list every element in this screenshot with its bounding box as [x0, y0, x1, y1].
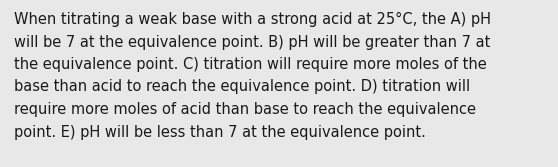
Text: will be 7 at the equivalence point. B) pH will be greater than 7 at: will be 7 at the equivalence point. B) p…: [14, 35, 490, 49]
Text: require more moles of acid than base to reach the equivalence: require more moles of acid than base to …: [14, 102, 476, 117]
Text: When titrating a weak base with a strong acid at 25°C, the A) pH: When titrating a weak base with a strong…: [14, 12, 491, 27]
Text: the equivalence point. C) titration will require more moles of the: the equivalence point. C) titration will…: [14, 57, 487, 72]
Text: base than acid to reach the equivalence point. D) titration will: base than acid to reach the equivalence …: [14, 79, 470, 95]
Text: point. E) pH will be less than 7 at the equivalence point.: point. E) pH will be less than 7 at the …: [14, 125, 426, 139]
